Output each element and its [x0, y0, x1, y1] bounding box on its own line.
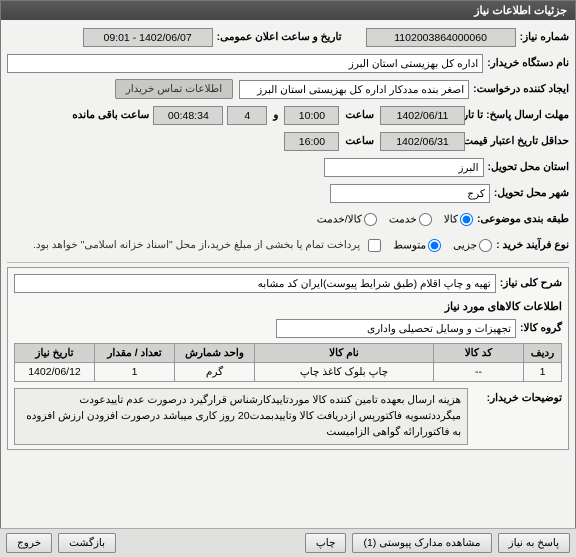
footer-bar: پاسخ به نیاز مشاهده مدارک پیوستی (1) چاپ… [0, 528, 576, 557]
items-table: ردیف کد کالا نام کالا واحد شمارش تعداد /… [14, 343, 562, 382]
window-titlebar: جزئیات اطلاعات نیاز [1, 1, 575, 20]
respond-button[interactable]: پاسخ به نیاز [498, 533, 570, 553]
checkbox-treasury[interactable]: پرداخت تمام یا بخشی از مبلغ خرید،از محل … [33, 239, 381, 252]
city-field: کرج [330, 184, 490, 203]
radio-partial-label: جزیی [453, 239, 477, 251]
requester-field: اصغر بنده مددکار اداره کل بهزیستی استان … [239, 80, 469, 99]
deadline-time-label: ساعت [345, 109, 374, 121]
buyer-note-label: توضیحات خریدار: [472, 392, 562, 404]
need-title-field: تهیه و چاپ اقلام (طبق شرایط پیوست)ایران … [14, 274, 496, 293]
radio-goods-label: کالا [444, 213, 458, 225]
row-buy-type: نوع فرآیند خرید : جزیی متوسط پرداخت تمام… [7, 234, 569, 256]
footer-spacer [122, 533, 299, 553]
radio-partial[interactable]: جزیی [453, 239, 492, 252]
window: جزئیات اطلاعات نیاز شماره نیاز: 11020038… [0, 0, 576, 557]
row-requester: ایجاد کننده درخواست: اصغر بنده مددکار اد… [7, 78, 569, 100]
row-goods-group: گروه کالا: تجهیزات و وسایل تحصیلی واداری [14, 317, 562, 339]
col-unit: واحد شمارش [175, 344, 255, 363]
validity-label: حداقل تاریخ اعتبار قیمت: تا تاریخ: [469, 135, 569, 147]
goods-group-label: گروه کالا: [520, 322, 562, 334]
checkbox-treasury-input[interactable] [368, 239, 381, 252]
radio-medium-input[interactable] [428, 239, 441, 252]
contact-buyer-button[interactable]: اطلاعات تماس خریدار [115, 79, 233, 99]
deadline-date-field: 1402/06/11 [380, 106, 465, 125]
radio-medium-label: متوسط [393, 239, 426, 251]
announce-date-field: 1402/06/07 - 09:01 [83, 28, 213, 47]
validity-time-label: ساعت [345, 135, 374, 147]
table-cell: 1 [95, 363, 175, 382]
city-label: شهر محل تحویل: [494, 187, 569, 199]
col-date: تاریخ نیاز [15, 344, 95, 363]
buyer-note-text: هزینه ارسال بعهده تامین کننده کالا موردت… [14, 388, 468, 445]
need-title-label: شرح کلی نیاز: [500, 277, 562, 289]
radio-partial-input[interactable] [479, 239, 492, 252]
deadline-label: مهلت ارسال پاسخ: تا تاریخ: [469, 109, 569, 121]
row-city: شهر محل تحویل: کرج [7, 182, 569, 204]
goods-group-field: تجهیزات و وسایل تحصیلی واداری [276, 319, 516, 338]
table-row[interactable]: 1--چاپ بلوک کاغذ چاپگرم11402/06/12 [15, 363, 562, 382]
row-need-number: شماره نیاز: 1102003864000060 تاریخ و ساع… [7, 26, 569, 48]
province-field: البرز [324, 158, 484, 177]
attachments-button[interactable]: مشاهده مدارک پیوستی (1) [352, 533, 491, 553]
radio-service-label: خدمت [389, 213, 417, 225]
back-button[interactable]: بازگشت [58, 533, 116, 553]
deadline-days-field: 4 [227, 106, 267, 125]
col-row: ردیف [524, 344, 562, 363]
announce-label: تاریخ و ساعت اعلان عمومی: [217, 31, 342, 43]
remaining-time-field: 00:48:34 [153, 106, 223, 125]
province-label: استان محل تحویل: [488, 161, 569, 173]
summary-panel: شرح کلی نیاز: تهیه و چاپ اقلام (طبق شرای… [7, 267, 569, 450]
row-deadline: مهلت ارسال پاسخ: تا تاریخ: 1402/06/11 سا… [7, 104, 569, 126]
row-need-title: شرح کلی نیاز: تهیه و چاپ اقلام (طبق شرای… [14, 272, 562, 294]
items-header-row: ردیف کد کالا نام کالا واحد شمارش تعداد /… [15, 344, 562, 363]
deadline-va: و [273, 109, 278, 121]
buyer-org-label: نام دستگاه خریدار: [487, 57, 569, 69]
group-label: طبقه بندی موضوعی: [477, 213, 569, 225]
window-title: جزئیات اطلاعات نیاز [474, 5, 567, 17]
table-cell: گرم [175, 363, 255, 382]
radio-mixed[interactable]: کالا/خدمت [317, 213, 377, 226]
radio-goods-input[interactable] [460, 213, 473, 226]
radio-mixed-label: کالا/خدمت [317, 213, 362, 225]
separator [7, 262, 569, 263]
exit-button[interactable]: خروج [6, 533, 52, 553]
row-validity: حداقل تاریخ اعتبار قیمت: تا تاریخ: 1402/… [7, 130, 569, 152]
buyer-org-field: اداره کل بهزیستی استان البرز [7, 54, 483, 73]
main-content: شماره نیاز: 1102003864000060 تاریخ و ساع… [1, 20, 575, 456]
need-number-label: شماره نیاز: [520, 31, 569, 43]
row-group: طبقه بندی موضوعی: کالا خدمت کالا/خدمت [7, 208, 569, 230]
row-buyer-note: توضیحات خریدار: هزینه ارسال بعهده تامین … [14, 388, 562, 445]
col-name: نام کالا [255, 344, 434, 363]
deadline-time-field: 10:00 [284, 106, 339, 125]
row-province: استان محل تحویل: البرز [7, 156, 569, 178]
radio-mixed-input[interactable] [364, 213, 377, 226]
checkbox-treasury-label: پرداخت تمام یا بخشی از مبلغ خرید،از محل … [33, 239, 360, 251]
table-cell: -- [434, 363, 524, 382]
table-cell: 1402/06/12 [15, 363, 95, 382]
radio-goods[interactable]: کالا [444, 213, 473, 226]
items-section-title: اطلاعات کالاهای مورد نیاز [14, 300, 562, 313]
print-button[interactable]: چاپ [305, 533, 347, 553]
radio-service[interactable]: خدمت [389, 213, 432, 226]
validity-date-field: 1402/06/31 [380, 132, 465, 151]
col-qty: تعداد / مقدار [95, 344, 175, 363]
radio-medium[interactable]: متوسط [393, 239, 441, 252]
requester-label: ایجاد کننده درخواست: [473, 83, 569, 95]
radio-service-input[interactable] [419, 213, 432, 226]
row-buyer-org: نام دستگاه خریدار: اداره کل بهزیستی استا… [7, 52, 569, 74]
col-code: کد کالا [434, 344, 524, 363]
need-number-field: 1102003864000060 [366, 28, 516, 47]
buy-type-label: نوع فرآیند خرید : [496, 239, 569, 251]
table-cell: چاپ بلوک کاغذ چاپ [255, 363, 434, 382]
remaining-label: ساعت باقی مانده [72, 109, 149, 121]
table-cell: 1 [524, 363, 562, 382]
validity-time-field: 16:00 [284, 132, 339, 151]
